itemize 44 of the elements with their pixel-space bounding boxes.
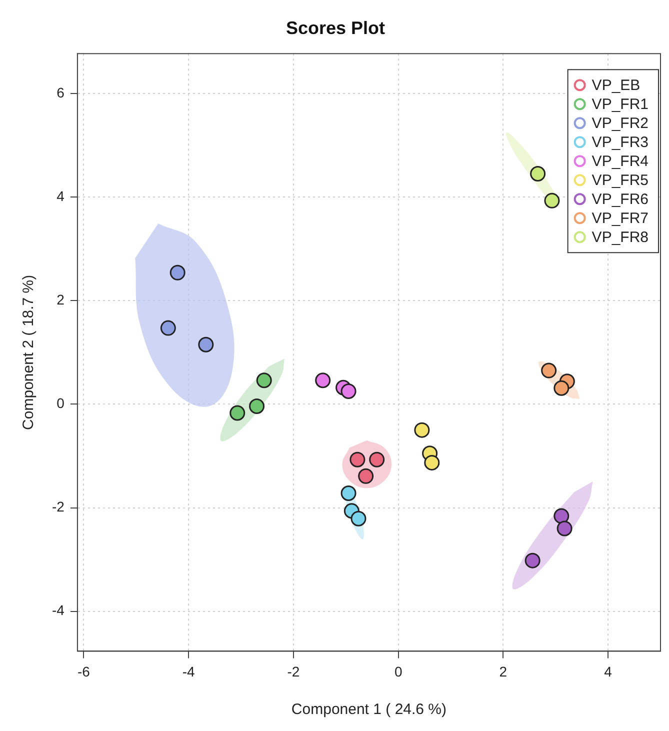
- chart-title: Scores Plot: [286, 18, 386, 38]
- y-tick-label: 2: [56, 291, 65, 308]
- x-axis-title: Component 1 ( 24.6 %): [291, 701, 447, 718]
- legend-label: VP_FR7: [592, 210, 649, 228]
- y-axis-title: Component 2 ( 18.7 %): [20, 274, 38, 430]
- legend-label: VP_FR6: [592, 191, 649, 208]
- point: [340, 383, 356, 399]
- point: [249, 398, 265, 414]
- x-tick-label: 2: [499, 663, 508, 680]
- legend-label: VP_FR1: [592, 96, 649, 114]
- point: [350, 452, 366, 468]
- y-tick-label: 4: [56, 188, 65, 204]
- y-tick-label: -4: [52, 602, 65, 618]
- point: [358, 468, 374, 484]
- legend-label: VP_FR5: [592, 172, 649, 190]
- legend-label: VP_FR8: [592, 229, 649, 246]
- point: [556, 520, 572, 536]
- legend-label: VP_FR4: [592, 153, 649, 170]
- point: [198, 336, 214, 352]
- x-tick-label: -2: [287, 663, 300, 680]
- x-tick-label: 0: [394, 663, 402, 680]
- y-tick-label: 6: [56, 84, 65, 100]
- point: [544, 192, 560, 208]
- point: [541, 362, 557, 378]
- point: [530, 166, 546, 182]
- point: [315, 372, 331, 388]
- point: [170, 264, 186, 280]
- legend-label: VP_FR2: [592, 115, 649, 132]
- point: [414, 422, 430, 438]
- point: [160, 320, 176, 336]
- point: [230, 405, 246, 421]
- y-tick-label: -2: [52, 498, 65, 515]
- x-tick-label: -6: [78, 663, 90, 680]
- point: [554, 508, 570, 524]
- legend-label: VP_FR3: [592, 134, 649, 152]
- point: [524, 552, 540, 568]
- x-tick-label: -4: [182, 663, 196, 680]
- y-tick-label: 0: [56, 395, 65, 412]
- point: [340, 486, 356, 502]
- x-tick-label: 4: [604, 663, 612, 680]
- point: [424, 454, 440, 470]
- legend-label: VP_EB: [592, 77, 640, 94]
- point: [256, 372, 272, 388]
- point: [369, 452, 385, 468]
